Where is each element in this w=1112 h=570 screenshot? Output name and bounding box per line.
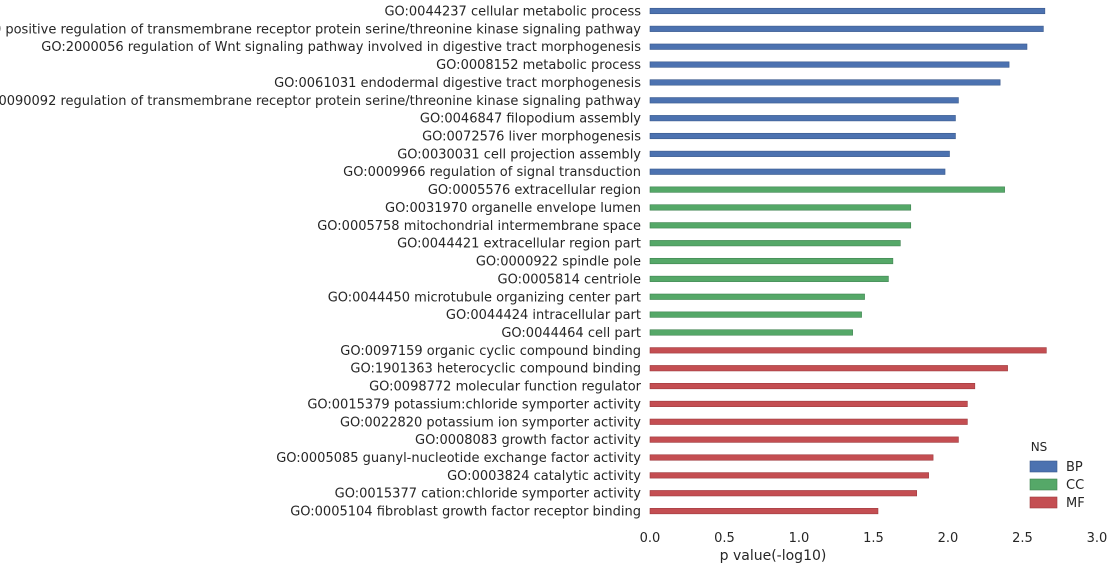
category-label: GO:0098772 molecular function regulator: [369, 380, 642, 395]
legend-label-bp: BP: [1066, 460, 1083, 475]
bar-cc-10: [649, 186, 1005, 193]
category-label: GO:0046847 filopodium assembly: [420, 112, 641, 127]
category-label: GO:0000922 spindle pole: [476, 255, 641, 270]
category-label: GO:0005758 mitochondrial intermembrane s…: [317, 219, 641, 234]
bar-mf-21: [649, 383, 976, 390]
bar-cc-15: [649, 275, 889, 282]
category-label: GO:0015379 potassium:chloride symporter …: [307, 397, 641, 412]
bar-bp-5: [649, 97, 959, 104]
bar-mf-23: [649, 418, 968, 425]
category-label: GO:0044424 intracellular part: [446, 308, 641, 323]
category-label: GO:0090100 positive regulation of transm…: [0, 22, 641, 37]
x-tick-label: 2.5: [1012, 531, 1033, 546]
x-tick-label: 2.0: [938, 531, 959, 546]
bar-bp-9: [649, 168, 946, 175]
legend-items: BP CC MF: [1029, 460, 1085, 511]
category-label: GO:0072576 liver morphogenesis: [422, 130, 641, 145]
category-label: GO:0008152 metabolic process: [436, 58, 641, 73]
category-label: GO:0008083 growth factor activity: [415, 433, 641, 448]
legend-label-mf: MF: [1066, 496, 1085, 511]
category-label: GO:0009966 regulation of signal transduc…: [343, 165, 641, 180]
category-label: GO:2000056 regulation of Wnt signaling p…: [41, 40, 641, 55]
bar-bp-2: [649, 43, 1028, 50]
bar-mf-19: [649, 347, 1047, 354]
bar-bp-8: [649, 150, 950, 157]
category-label: GO:0030031 cell projection assembly: [397, 147, 641, 162]
bar-cc-11: [649, 204, 912, 211]
category-label: GO:0003824 catalytic activity: [447, 469, 641, 484]
category-label: GO:0044237 cellular metabolic process: [384, 5, 641, 20]
x-tick-label: 1.0: [789, 531, 810, 546]
legend-swatch-mf: [1029, 496, 1058, 509]
bar-mf-27: [649, 490, 918, 497]
bar-cc-18: [649, 329, 853, 336]
category-label: GO:0097159 organic cyclic compound bindi…: [340, 344, 641, 359]
bar-bp-1: [649, 25, 1044, 32]
category-label: GO:0022820 potassium ion symporter activ…: [340, 415, 641, 430]
category-label: GO:0061031 endodermal digestive tract mo…: [274, 76, 641, 91]
category-label: GO:0044421 extracellular region part: [397, 237, 641, 252]
category-label: GO:0044464 cell part: [501, 326, 641, 341]
bar-bp-6: [649, 115, 956, 122]
bar-mf-24: [649, 436, 959, 443]
legend-swatch-bp: [1029, 460, 1058, 473]
bar-mf-26: [649, 472, 929, 479]
bar-bp-3: [649, 61, 1010, 68]
x-tick-label: 3.0: [1087, 531, 1108, 546]
category-label: GO:0090092 regulation of transmembrane r…: [0, 94, 641, 109]
bar-cc-16: [649, 293, 865, 300]
bar-bp-7: [649, 132, 956, 140]
bar-mf-28: [649, 508, 879, 515]
x-tick-label: 0.0: [640, 531, 661, 546]
category-label: GO:0005085 guanyl-nucleotide exchange fa…: [276, 451, 641, 466]
bar-mf-20: [649, 365, 1008, 372]
bar-cc-17: [649, 311, 862, 318]
category-label: GO:0044450 microtubule organizing center…: [328, 290, 641, 305]
category-label: GO:0031970 organelle envelope lumen: [385, 201, 641, 216]
legend-title: NS: [1031, 440, 1048, 454]
x-axis-ticks: 0.0 0.5 1.0 1.5 2.0 2.5 3.0: [640, 531, 1108, 546]
bar-bp-0: [649, 7, 1046, 15]
x-tick-label: 1.5: [863, 531, 884, 546]
bar-cc-12: [649, 222, 912, 229]
category-label: GO:0005576 extracellular region: [428, 183, 641, 198]
bar-mf-25: [649, 454, 934, 461]
bar-cc-13: [649, 240, 901, 247]
category-label: GO:0005814 centriole: [498, 272, 642, 287]
legend: NS BP CC MF: [1029, 440, 1085, 511]
bar-bp-4: [649, 79, 1001, 86]
x-tick-label: 0.5: [714, 531, 735, 546]
category-label: GO:0015377 cation:chloride symporter act…: [335, 487, 642, 502]
category-label: GO:1901363 heterocyclic compound binding: [350, 362, 641, 377]
x-axis-title: p value(-log10): [720, 548, 827, 564]
bar-cc-14: [649, 257, 894, 265]
bars-layer: [649, 7, 1047, 515]
category-label: GO:0005104 fibroblast growth factor rece…: [290, 505, 641, 520]
bar-mf-22: [649, 400, 968, 407]
category-labels: GO:0044237 cellular metabolic process GO:…: [0, 5, 642, 520]
legend-swatch-cc: [1029, 478, 1058, 491]
legend-label-cc: CC: [1066, 478, 1084, 493]
